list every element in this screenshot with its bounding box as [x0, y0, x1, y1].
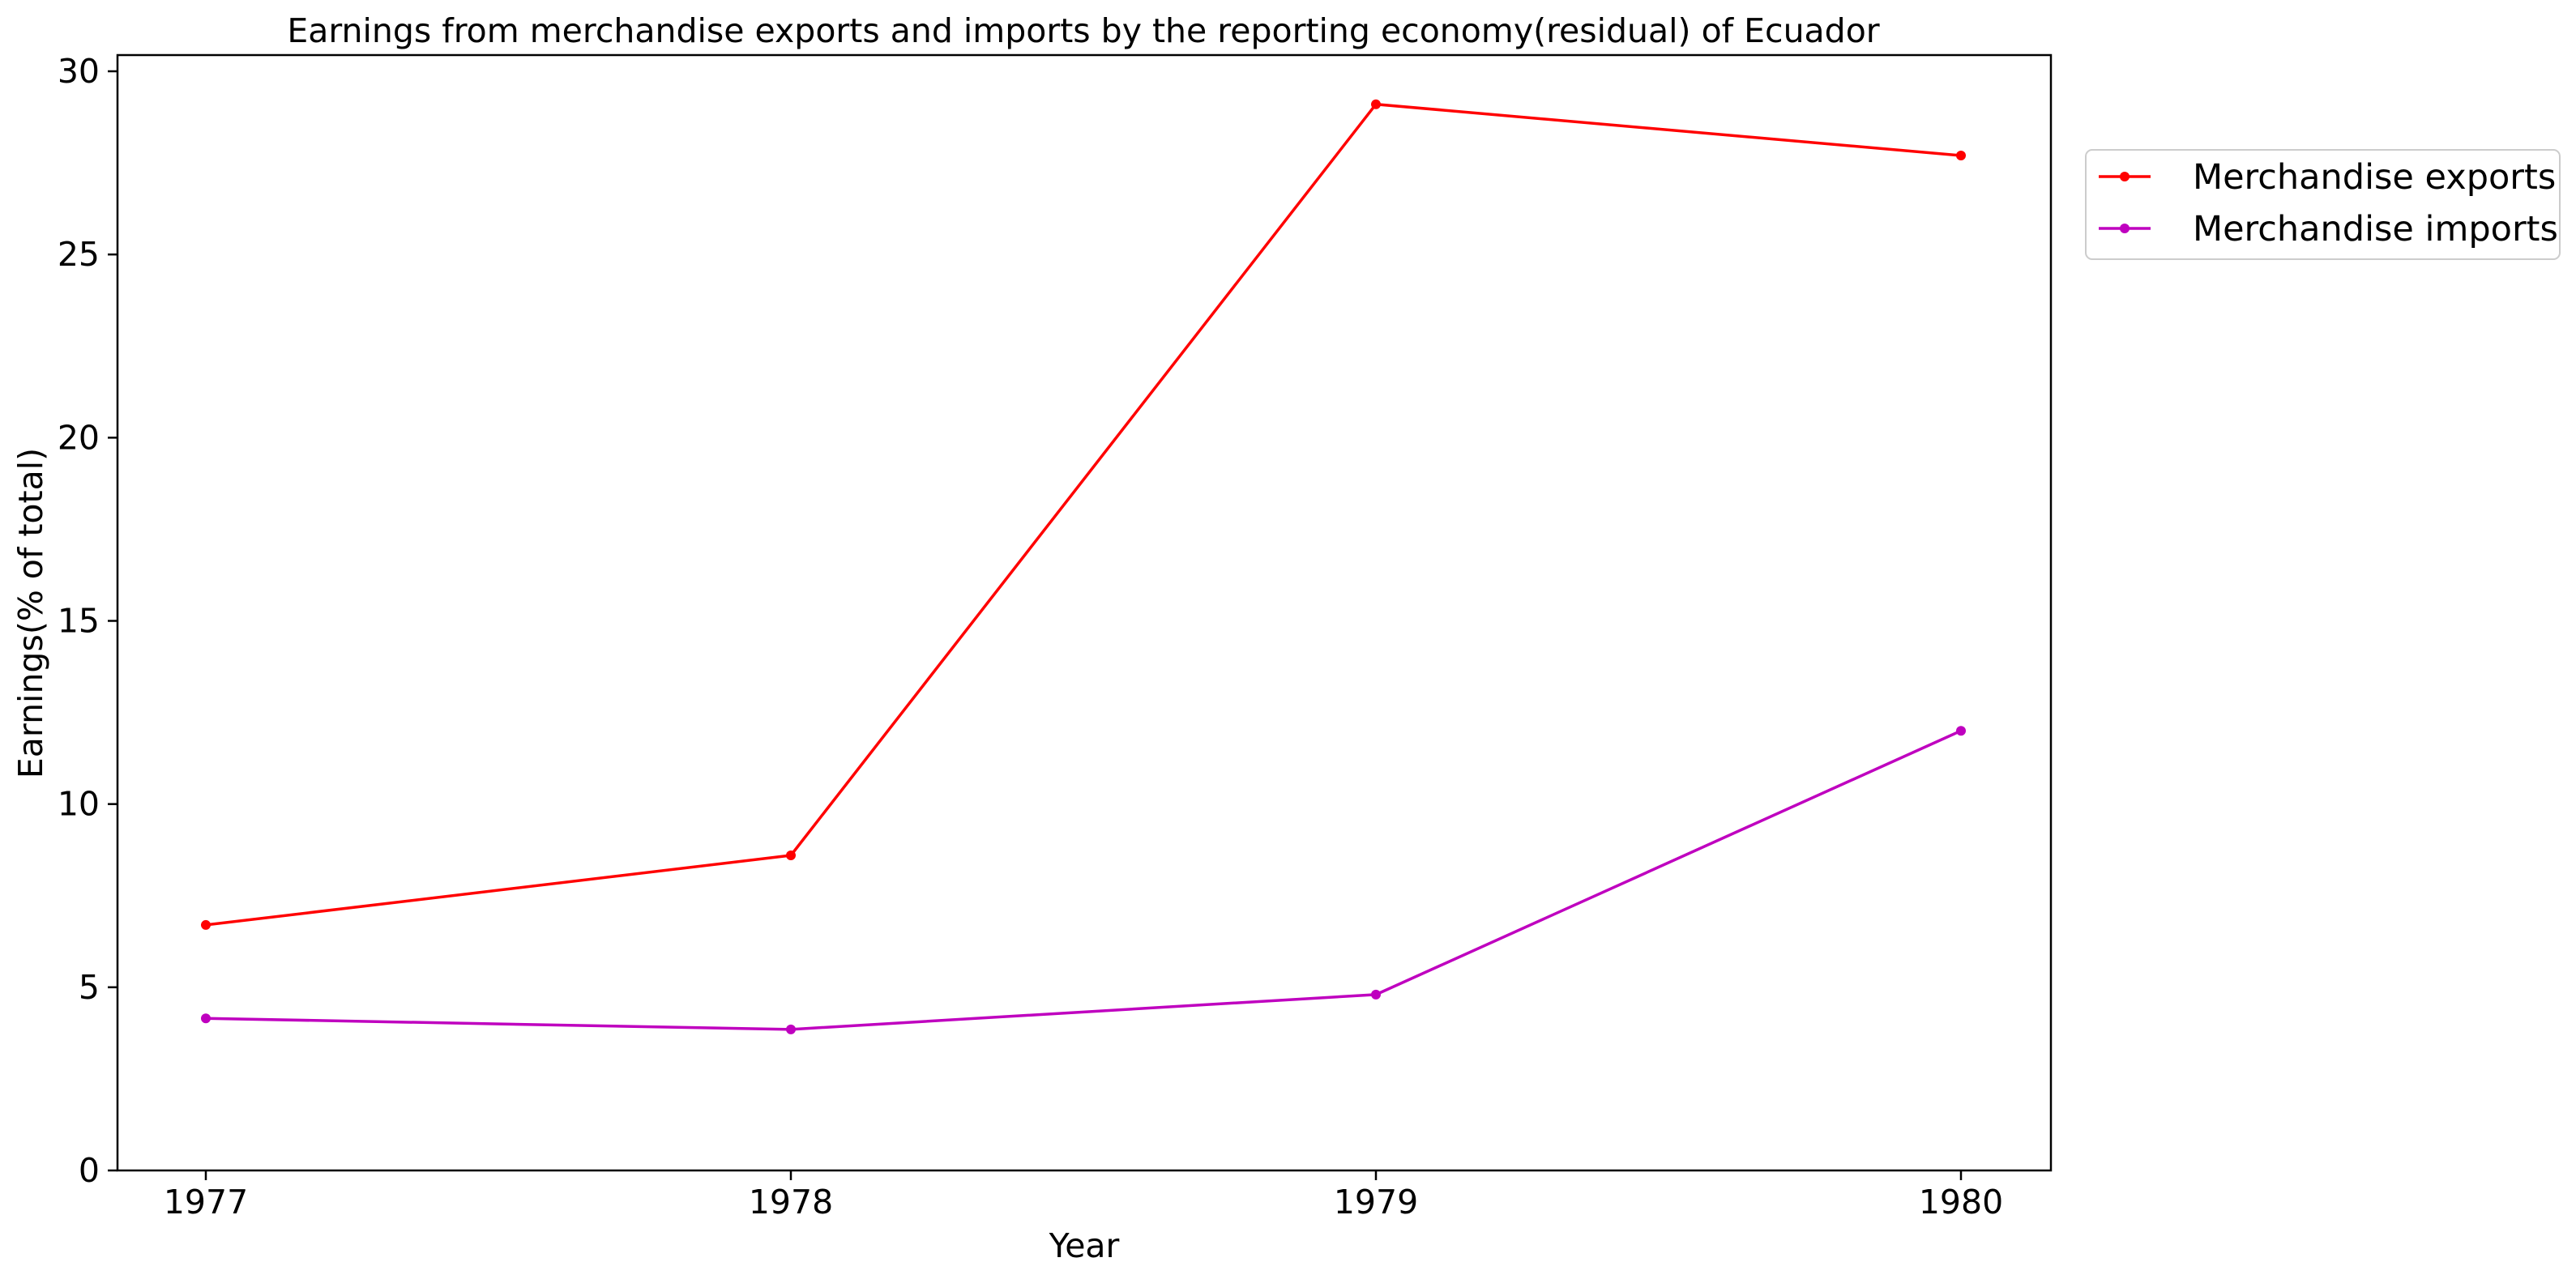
x-tick-label: 1977	[164, 1183, 248, 1221]
data-point	[786, 1024, 796, 1034]
series-1	[201, 726, 1966, 1034]
legend-label: Merchandise imports	[2193, 209, 2558, 249]
data-point	[1956, 151, 1966, 161]
y-tick-label: 30	[58, 52, 100, 91]
legend-label: Merchandise exports	[2193, 157, 2556, 198]
y-tick-label: 5	[79, 968, 100, 1007]
series-0	[201, 99, 1966, 930]
y-tick-label: 25	[58, 235, 100, 274]
y-tick-label: 0	[79, 1151, 100, 1190]
y-tick-label: 15	[58, 602, 100, 641]
y-axis: 0 5 10 15 20 25 30	[58, 52, 117, 1190]
data-point	[201, 1013, 211, 1024]
plot-area	[201, 99, 1966, 1034]
legend-box	[2085, 149, 2561, 260]
data-point	[1956, 726, 1966, 736]
x-axis-label: Year	[1049, 1226, 1120, 1265]
data-point	[1371, 99, 1381, 109]
series-line	[205, 729, 1962, 1031]
x-axis: 1977 1978 1979 1980	[164, 1170, 2003, 1221]
x-tick-label: 1978	[749, 1183, 833, 1221]
data-point	[786, 850, 796, 860]
x-tick-label: 1979	[1334, 1183, 1418, 1221]
chart-title: Earnings from merchandise exports and im…	[287, 11, 1879, 50]
y-tick-label: 20	[58, 418, 100, 457]
legend-marker	[2120, 172, 2130, 181]
legend-marker	[2120, 224, 2130, 233]
y-tick-label: 10	[58, 785, 100, 824]
x-tick-label: 1980	[1919, 1183, 2003, 1221]
plot-frame	[116, 53, 2053, 1172]
data-point	[1371, 989, 1381, 1000]
series-line	[205, 102, 1962, 927]
legend: Merchandise exports Merchandise imports	[2085, 149, 2561, 260]
y-axis-label: Earnings(% of total)	[11, 448, 50, 778]
data-point	[201, 919, 211, 930]
